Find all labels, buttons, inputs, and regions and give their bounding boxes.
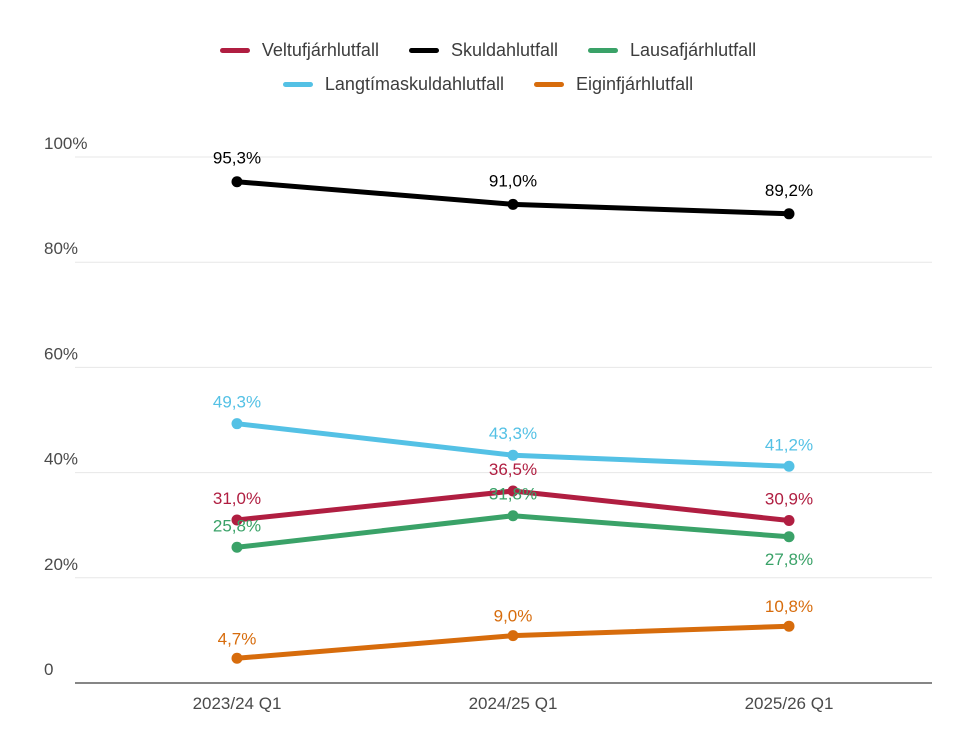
data-point [783,460,795,472]
data-point [783,208,795,220]
data-point [507,485,519,497]
data-point-label: 10,8% [765,597,813,616]
legend-swatch-icon [219,48,250,53]
data-point-label: 36,5% [489,460,537,479]
data-point [231,418,243,430]
legend-row-2: Langtímaskuldahlutfall Eiginfjárhlutfall [282,74,693,95]
y-tick-label: 20% [44,555,78,574]
legend-item: Eiginfjárhlutfall [534,74,693,95]
data-point-label: 9,0% [494,607,533,626]
data-point [783,620,795,632]
data-point [231,514,243,526]
legend-label: Langtímaskuldahlutfall [324,74,505,94]
legend-swatch-icon [534,82,565,87]
data-point-label: 91,0% [489,171,537,190]
legend-label: Eiginfjárhlutfall [576,74,694,94]
y-tick-label: 100% [44,134,87,153]
legend-row-1: Veltufjárhlutfall Skuldahlutfall Lausafjár… [219,40,756,61]
data-point-label: 95,3% [213,149,261,168]
x-category-label: 2023/24 Q1 [193,694,282,713]
data-point-label: 49,3% [213,393,261,412]
data-point-label: 89,2% [765,181,813,200]
legend-label: Skuldahlutfall [450,40,559,60]
legend-item: Langtímaskuldahlutfall [282,74,505,95]
data-point-label: 31,8% [489,485,537,504]
data-point [783,531,795,543]
data-point [231,176,243,188]
data-point [231,541,243,553]
legend-item: Lausafjárhlutfall [588,40,756,61]
data-point [507,198,519,210]
x-category-label: 2024/25 Q1 [469,694,558,713]
data-point-label: 30,9% [765,489,813,508]
legend-swatch-icon [282,82,313,87]
data-point [507,449,519,461]
data-point [507,630,519,642]
legend-item: Veltufjárhlutfall [219,40,379,61]
y-tick-label: 80% [44,239,78,258]
data-point [231,652,243,664]
data-point-label: 25,8% [213,516,261,535]
legend-swatch-icon [408,48,439,53]
y-tick-label: 60% [44,344,78,363]
data-point-label: 4,7% [218,629,257,648]
legend-label: Veltufjárhlutfall [261,40,379,60]
legend-label: Lausafjárhlutfall [630,40,757,60]
legend-swatch-icon [588,48,619,53]
data-point-label: 43,3% [489,424,537,443]
y-tick-label: 0 [44,660,53,679]
legend-item: Skuldahlutfall [408,40,559,61]
data-point-label: 31,0% [213,489,261,508]
data-point-label: 27,8% [765,550,813,569]
data-point [783,514,795,526]
data-point-label: 41,2% [765,435,813,454]
x-category-label: 2025/26 Q1 [745,694,834,713]
y-tick-label: 40% [44,450,78,469]
chart-legend: Veltufjárhlutfall Skuldahlutfall Lausafjár… [0,40,976,95]
data-point [507,510,519,522]
